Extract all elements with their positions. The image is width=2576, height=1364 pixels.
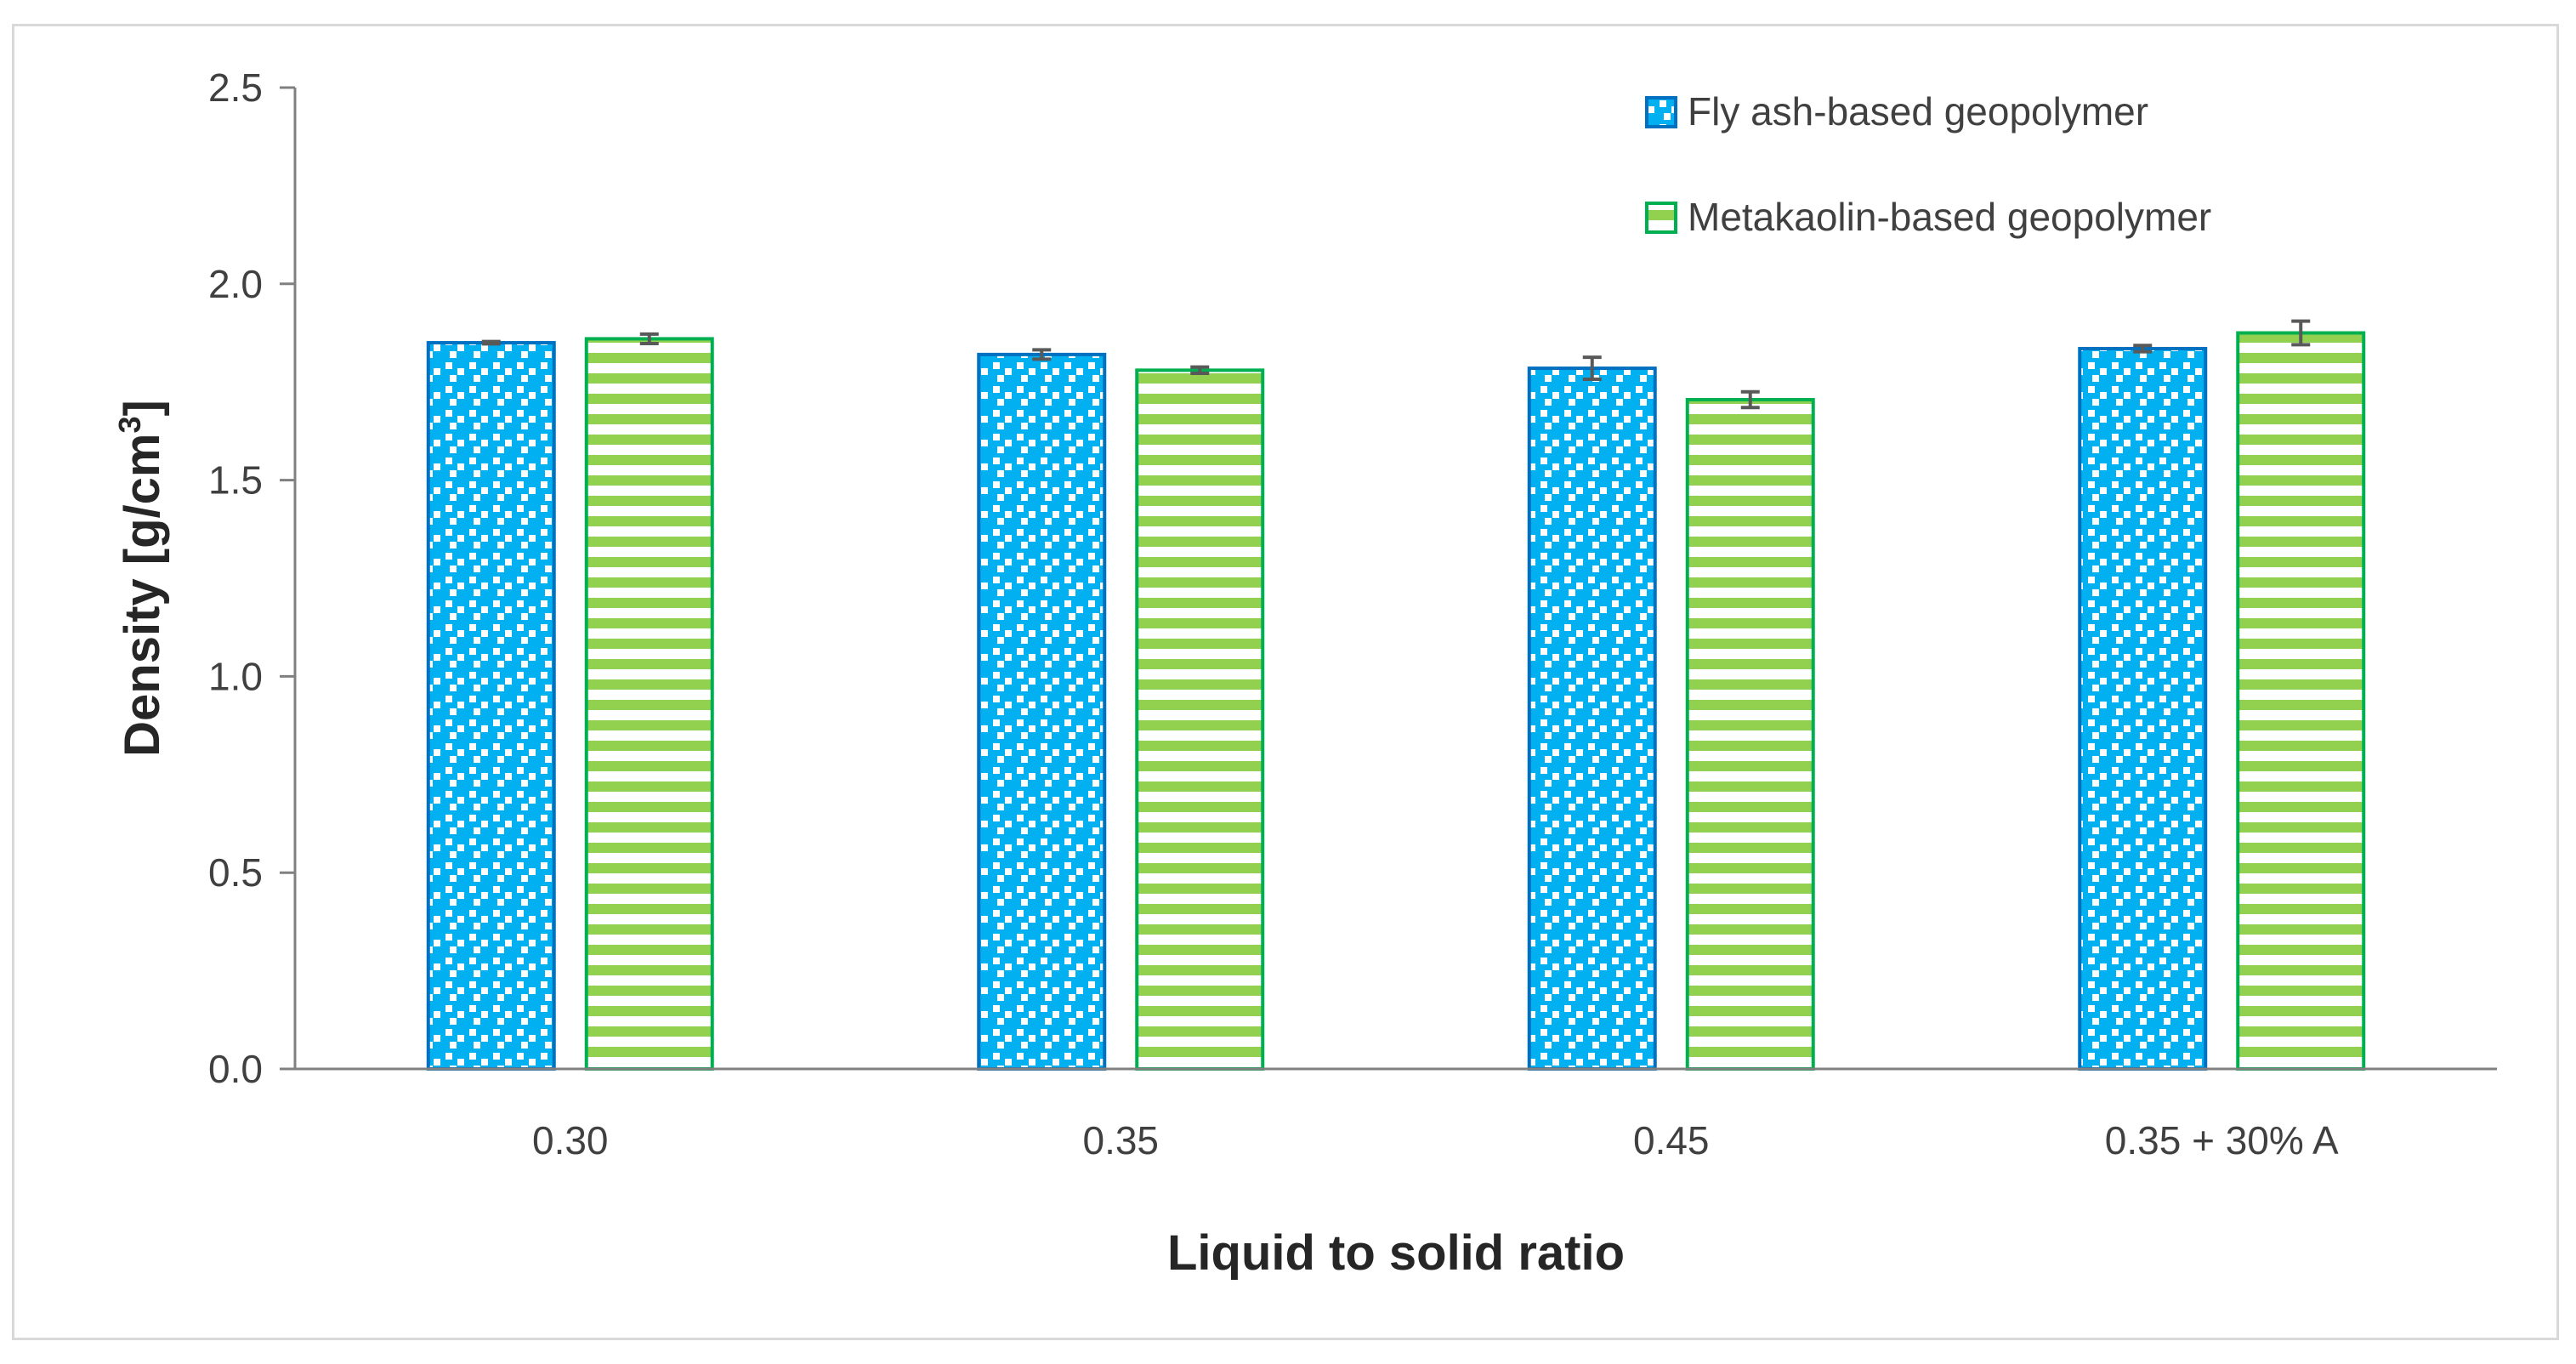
x-tick-label: 0.35 + 30% A xyxy=(2105,1118,2339,1162)
bar-fly-ash-1 xyxy=(977,352,1107,1071)
y-axis-ticks: 0.0 0.5 1.0 1.5 2.0 2.5 xyxy=(208,65,295,1091)
bar-metakaolin-2 xyxy=(1685,397,1815,1071)
x-axis-title: Liquid to solid ratio xyxy=(1167,1225,1625,1281)
bar-metakaolin-3 xyxy=(2236,331,2366,1071)
y-tick-label: 1.5 xyxy=(208,458,263,503)
legend-label-metakaolin: Metakaolin-based geopolymer xyxy=(1688,195,2211,239)
bar-metakaolin-0 xyxy=(584,337,714,1071)
y-tick-label: 1.0 xyxy=(208,654,263,698)
error-bar-marks xyxy=(481,319,2311,410)
legend-item-metakaolin: Metakaolin-based geopolymer xyxy=(1645,195,2211,239)
legend-swatch-fly-ash xyxy=(1645,96,1677,128)
bar-marks xyxy=(426,331,2366,1071)
y-tick-label: 2.5 xyxy=(208,65,263,110)
y-tick-label: 2.0 xyxy=(208,262,263,306)
bar-metakaolin-1 xyxy=(1135,368,1265,1071)
y-tick-label: 0.0 xyxy=(208,1047,263,1091)
y-axis-title: Density [g/cm3] xyxy=(112,400,170,757)
chart-frame: 0.0 0.5 1.0 1.5 2.0 2.5 0.30 0.35 0.45 0.35 + 30… xyxy=(12,24,2559,1340)
y-axis-title-sup: 3 xyxy=(112,416,147,433)
legend-item-fly-ash: Fly ash-based geopolymer xyxy=(1645,89,2148,134)
y-axis-title-main: Density [g/cm xyxy=(115,434,170,757)
x-tick-label: 0.35 xyxy=(1082,1118,1159,1162)
legend: Fly ash-based geopolymer Metakaolin-base… xyxy=(1645,89,2211,239)
bar-fly-ash-3 xyxy=(2078,346,2208,1071)
y-tick-label: 0.5 xyxy=(208,850,263,895)
y-axis-title-end: ] xyxy=(115,400,170,416)
bar-fly-ash-0 xyxy=(426,341,556,1071)
x-axis-ticks: 0.30 0.35 0.45 0.35 + 30% A xyxy=(532,1118,2339,1162)
x-tick-label: 0.45 xyxy=(1633,1118,1710,1162)
bar-fly-ash-2 xyxy=(1527,367,1657,1071)
legend-label-fly-ash: Fly ash-based geopolymer xyxy=(1688,89,2148,134)
x-tick-label: 0.30 xyxy=(532,1118,609,1162)
legend-swatch-metakaolin xyxy=(1645,202,1677,234)
density-bar-chart: 0.0 0.5 1.0 1.5 2.0 2.5 0.30 0.35 0.45 0.35 + 30… xyxy=(112,65,2497,1281)
